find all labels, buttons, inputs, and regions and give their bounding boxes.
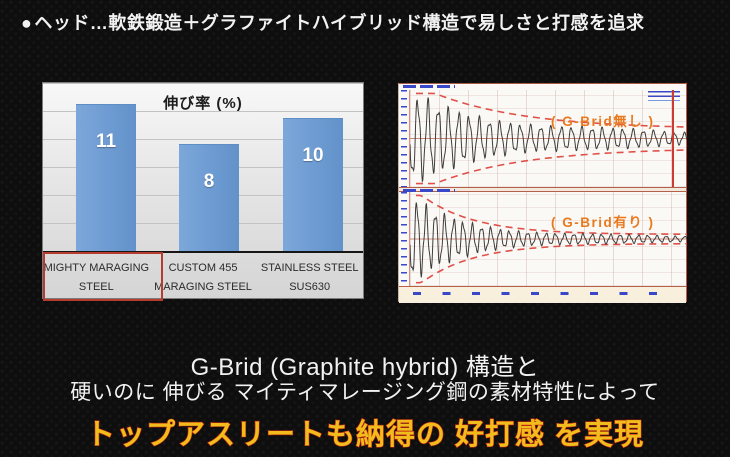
vibration-graph-with-gbrid [409,192,687,286]
bullet-icon: ● [21,13,33,33]
graph-titlebar-top [399,84,686,89]
waveform-svg [410,194,687,284]
bar-custom-455-maraging-steel: 8 [179,144,239,251]
vibration-graphs-panel: ( G-Brid無し ) ( G-Brid有り ) [398,83,687,303]
tiny-caption-marks [403,189,455,192]
bar-stainless-steel-sus630: 10 [283,118,343,251]
caption-line-2: 硬いのに 伸びる マイティマレージング鋼の素材特性によって [70,381,660,404]
bar-plot-area: 11 8 10 [43,83,363,253]
highlight-box [43,252,163,301]
graph-separator [399,187,686,192]
envelope-upper [416,92,687,128]
bar-mighty-maraging-steel: 11 [76,104,136,251]
y-axis-ticks [401,90,407,187]
vibration-waveform [410,97,687,183]
measurement-info-box [648,91,680,101]
tiny-caption-marks [403,85,455,88]
chart-title: 伸び率 (%) [163,95,243,112]
category-labels-row: MIGHTY MARAGING STEEL CUSTOM 455 MARAGIN… [43,253,363,300]
bar-value: 8 [203,171,215,192]
envelope-upper [416,194,687,236]
caption-highlight: トップアスリートも納得の 好打感 を実現 [85,418,645,451]
bar-value: 10 [302,145,324,166]
caption-line-1: G-Brid (Graphite hybrid) 構造と [190,354,540,381]
y-axis-ticks [401,192,407,286]
category-label-stainless-steel: STAINLESS STEEL SUS630 [260,262,359,294]
envelope-lower [416,149,687,185]
vibration-waveform [410,202,687,278]
label-gbrid-none: ( G-Brid無し ) [551,114,655,129]
label-gbrid-present: ( G-Brid有り ) [551,215,655,230]
category-label-custom-455: CUSTOM 455 MARAGING STEEL [154,262,252,294]
headline: ● ヘッド…軟鉄鍛造＋グラファイトハイブリッド構造で易しさと打感を追求 [21,9,645,35]
bar-value: 11 [95,131,117,152]
waveform-svg [410,92,687,185]
vibration-graph-without-gbrid [409,90,687,187]
elongation-bar-chart: 11 8 10 伸び率 (%) MIGHTY MARAGING STEEL CU… [42,82,364,301]
headline-text: ヘッド…軟鉄鍛造＋グラファイトハイブリッド構造で易しさと打感を追求 [34,13,645,33]
category-label-mighty-maraging-steel: MIGHTY MARAGING STEEL [43,262,150,294]
envelope-lower [416,242,687,284]
x-axis-strip [399,286,686,303]
x-axis-ticks [413,292,674,295]
cursor-line [672,90,674,187]
